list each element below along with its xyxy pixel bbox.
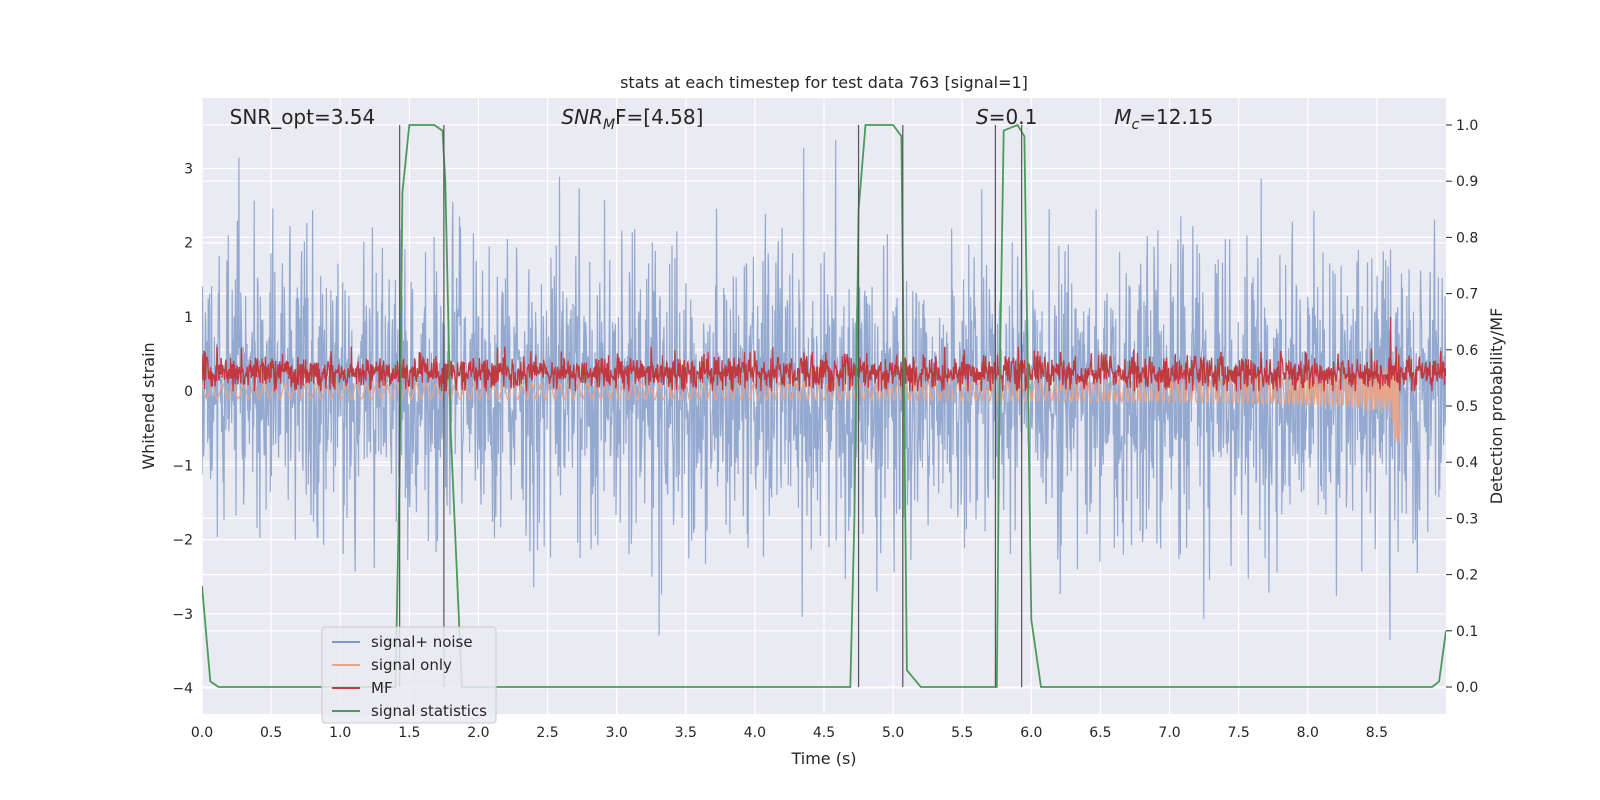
series-signal-only [202,367,1401,444]
x-tick-label: 3.5 [675,725,697,741]
x-tick-label: 4.0 [744,725,766,741]
y-right-tick-label: 0.6 [1456,343,1478,359]
y-left-tick-label: −3 [172,607,193,623]
annotations: SNR_opt=3.54 SNRMF=[4.58] S=0.1 Mc=12.15 [230,105,1214,133]
x-tick-label: 0.5 [260,725,282,741]
x-tick-label: 5.0 [882,725,904,741]
y-right-tick-label: 0.3 [1456,511,1478,527]
x-tick-label: 4.5 [813,725,835,741]
y-right-axis-label: Detection probability/MF [1487,308,1506,505]
series-layer [202,123,1446,688]
y-right-tick-label: 0.9 [1456,174,1478,190]
x-tick-label: 7.5 [1228,725,1250,741]
x-tick-labels: 0.0 0.5 1.0 1.5 2.0 2.5 3.0 3.5 4.0 4.5 5.0 5.5 6.0 6… [191,725,1388,741]
annotation-text: SNRMF=[4.58] [561,105,703,133]
y-right-tick-label: 0.2 [1456,568,1478,584]
x-tick-label: 8.0 [1297,725,1319,741]
y-left-tick-labels: −4 −3 −2 −1 0 1 2 3 [172,162,193,698]
y-left-tick-label: 3 [184,162,193,178]
x-tick-label: 1.0 [329,725,351,741]
y-right-tick-label: 1.0 [1456,118,1478,134]
y-left-tick-label: 2 [184,236,193,252]
y-left-tick-label: −4 [172,681,193,697]
x-tick-label: 7.0 [1158,725,1180,741]
chart-title: stats at each timestep for test data 763… [620,73,1028,92]
y-right-tick-label: 0.0 [1456,680,1478,696]
x-tick-label: 3.0 [606,725,628,741]
x-tick-label: 1.5 [398,725,420,741]
y-left-tick-label: −2 [172,533,193,549]
y-right-tick-labels: 0.0 0.1 0.2 0.3 0.4 0.5 0.6 0.7 0.8 0.9 1.0 [1446,118,1478,696]
legend-label: signal only [371,656,452,674]
x-tick-label: 6.0 [1020,725,1042,741]
y-left-tick-label: 1 [184,310,193,326]
legend-box [321,626,497,724]
y-right-tick-label: 0.1 [1456,624,1478,640]
x-axis-label: Time (s) [790,749,856,768]
legend-label: signal statistics [371,702,487,720]
annotation-text: SNR_opt=3.54 [230,105,376,129]
x-tick-label: 6.5 [1089,725,1111,741]
y-left-tick-label: 0 [184,384,193,400]
y-right-tick-label: 0.8 [1456,230,1478,246]
x-tick-label: 5.5 [951,725,973,741]
x-tick-label: 2.0 [467,725,489,741]
x-tick-label: 0.0 [191,725,213,741]
legend: signal+ noise signal only MF signal statist… [321,626,497,724]
y-right-tick-label: 0.7 [1456,287,1478,303]
series-signal-statistics [202,123,1446,688]
series-mf [202,316,1446,392]
x-tick-label: 2.5 [536,725,558,741]
y-right-tick-label: 0.4 [1456,455,1478,471]
legend-label: signal+ noise [371,633,473,651]
y-left-axis-label: Whitened strain [139,342,158,469]
x-tick-label: 8.5 [1366,725,1388,741]
y-right-tick-label: 0.5 [1456,399,1478,415]
legend-label: MF [371,679,393,697]
annotation-text: S=0.1 [976,105,1037,129]
vlines [399,124,1023,688]
annotation-text: Mc=12.15 [1114,105,1213,133]
series-signal-noise [202,139,1446,640]
y-left-tick-label: −1 [172,458,193,474]
